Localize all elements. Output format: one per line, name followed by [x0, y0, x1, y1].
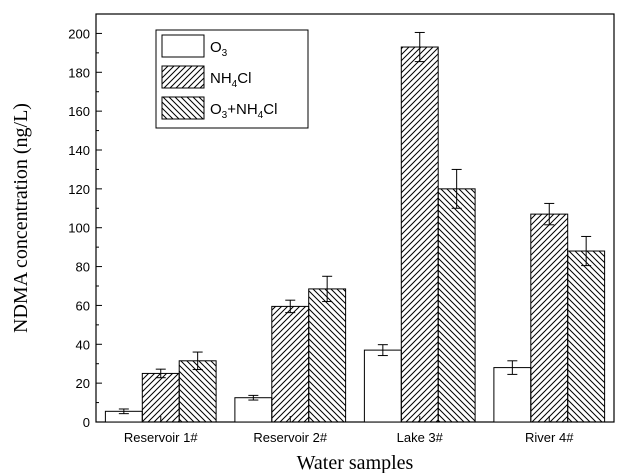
- legend-swatch-o3-nh4cl: [161, 96, 205, 120]
- y-tick-label: 200: [68, 26, 90, 41]
- legend-label-nh4cl: NH4Cl: [210, 70, 251, 90]
- y-axis: 0 20 40 60 80 100 120 140 160 180 200: [68, 26, 102, 430]
- y-tick-label: 140: [68, 143, 90, 158]
- bar-3-2: [567, 250, 606, 423]
- x-tick-label: Reservoir 1#: [124, 430, 198, 445]
- bar-1-2: [308, 288, 347, 423]
- x-tick-label: Lake 3#: [397, 430, 444, 445]
- x-axis-title: Water samples: [297, 452, 414, 473]
- y-axis-title: NDMA concentration (ng/L): [10, 103, 32, 333]
- legend-swatch-nh4cl: [161, 65, 205, 89]
- y-tick-label: 120: [68, 182, 90, 197]
- legend-swatch-o3: [161, 34, 205, 58]
- y-tick-label: 60: [76, 298, 90, 313]
- bar-1-1: [271, 305, 310, 423]
- y-tick-label: 180: [68, 65, 90, 80]
- y-tick-label: 0: [83, 415, 90, 430]
- legend-label-o3-nh4cl: O3+NH4Cl: [210, 101, 277, 121]
- y-tick-label: 80: [76, 260, 90, 275]
- plot-area: [95, 13, 615, 423]
- error-bars: [118, 31, 592, 415]
- bar-3-0: [493, 367, 532, 423]
- bars: [104, 46, 606, 423]
- bar-1-0: [234, 397, 273, 423]
- legend-label-o3: O3: [210, 39, 228, 59]
- y-tick-label: 20: [76, 376, 90, 391]
- y-tick-label: 160: [68, 104, 90, 119]
- bar-3-1: [530, 213, 569, 423]
- bar-0-1: [141, 372, 180, 423]
- bar-2-0: [363, 349, 402, 423]
- bar-2-2: [437, 188, 476, 423]
- plot-frame: [95, 13, 615, 423]
- x-tick-label: Reservoir 2#: [253, 430, 327, 445]
- y-tick-label: 40: [76, 337, 90, 352]
- y-tick-label: 100: [68, 221, 90, 236]
- legend: O3 NH4Cl O3+NH4Cl: [155, 29, 309, 129]
- x-tick-label: River 4#: [525, 430, 574, 445]
- x-axis: Reservoir 1# Reservoir 2# Lake 3# River 4#: [124, 416, 574, 445]
- bar-2-1: [400, 46, 439, 423]
